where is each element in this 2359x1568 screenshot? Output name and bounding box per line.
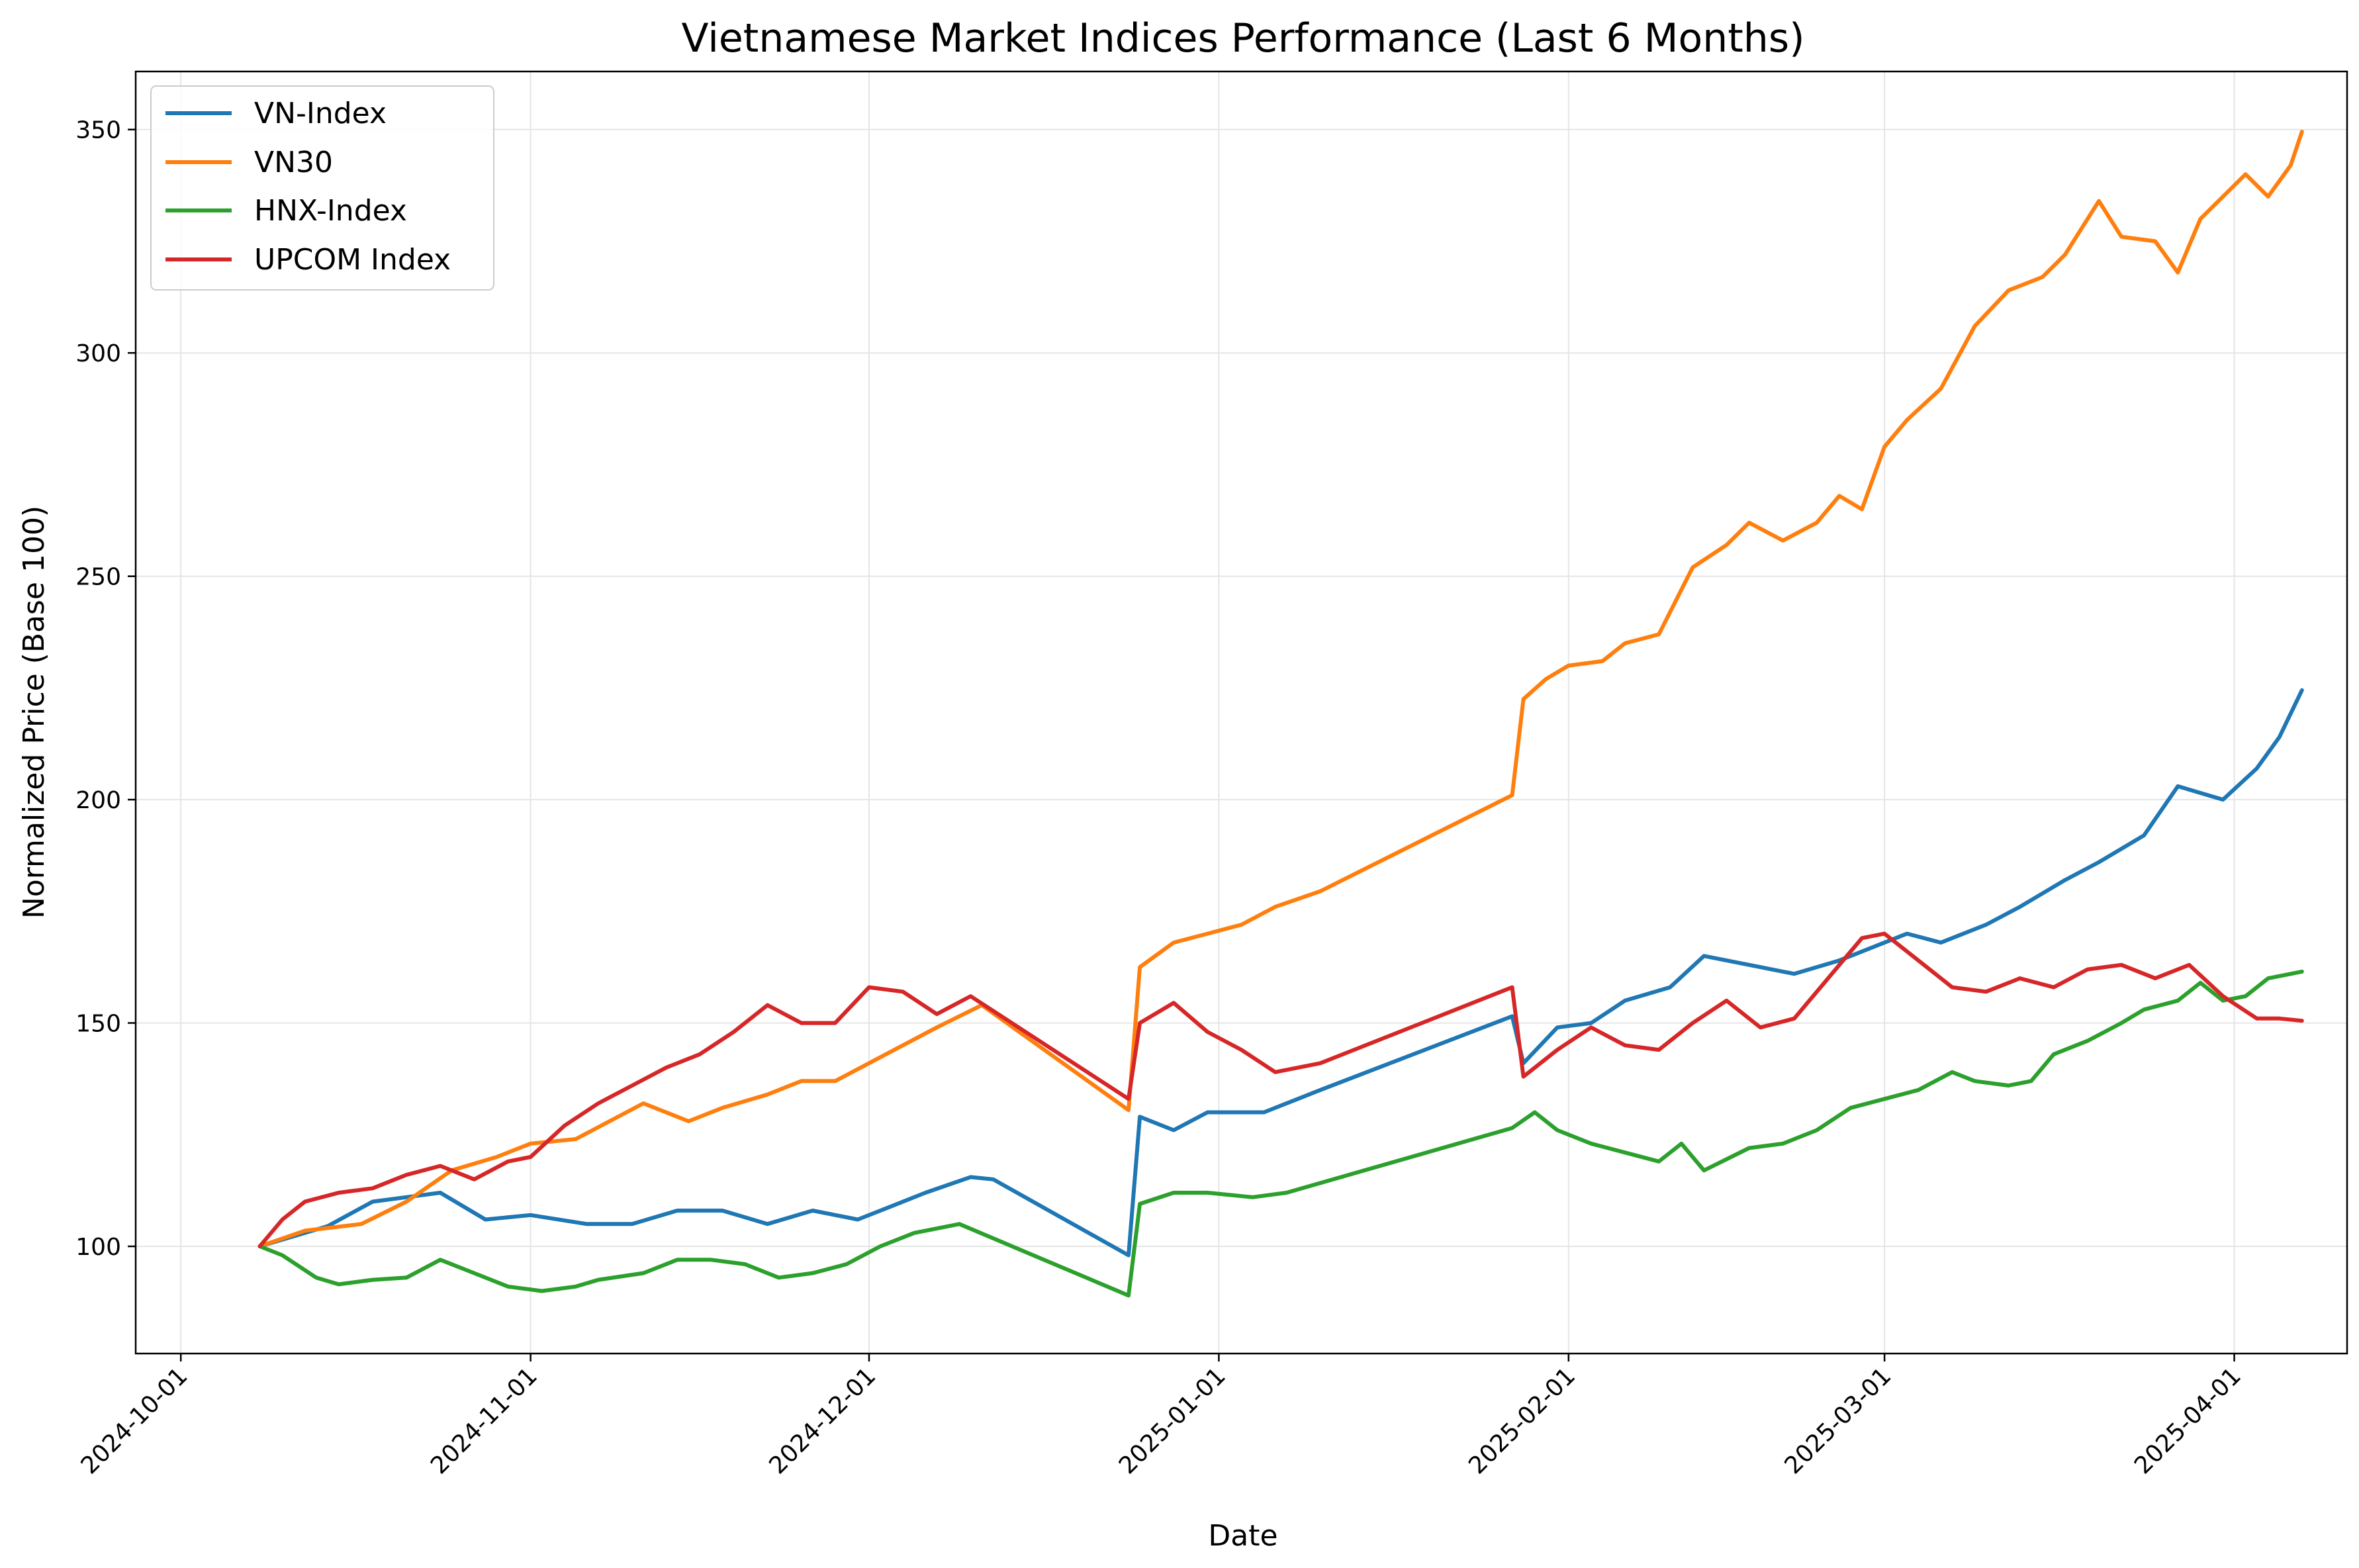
series-lines [257,130,2304,1298]
y-tick-label: 100 [75,1234,121,1261]
series-line-hnx-index [257,969,2304,1298]
x-axis-label: Date [1208,1519,1277,1553]
y-tick-label: 200 [75,787,121,814]
legend: VN-Index VN30 HNX-Index UPCOM Index [150,85,494,291]
legend-label-upcom-index: UPCOM Index [254,243,451,277]
legend-label-vn30: VN30 [254,146,333,179]
y-tick-label: 150 [75,1011,121,1038]
legend-label-vn-index: VN-Index [254,97,387,130]
y-axis-ticks: 100 150 200 250 300 350 [75,117,136,1261]
chart-title: Vietnamese Market Indices Performance (L… [682,15,1805,62]
grid [136,71,2347,1354]
series-line-vn-index [257,688,2304,1258]
y-tick-label: 350 [75,117,121,144]
series-line-upcom-index [257,931,2304,1248]
legend-label-hnx-index: HNX-Index [254,194,407,228]
y-tick-label: 300 [75,340,121,367]
plot-frame [134,70,2348,1355]
y-tick-label: 250 [75,564,121,591]
series-line-vn30 [257,130,2304,1248]
y-axis-label: Normalized Price (Base 100) [17,506,51,919]
legend-box [150,85,494,291]
